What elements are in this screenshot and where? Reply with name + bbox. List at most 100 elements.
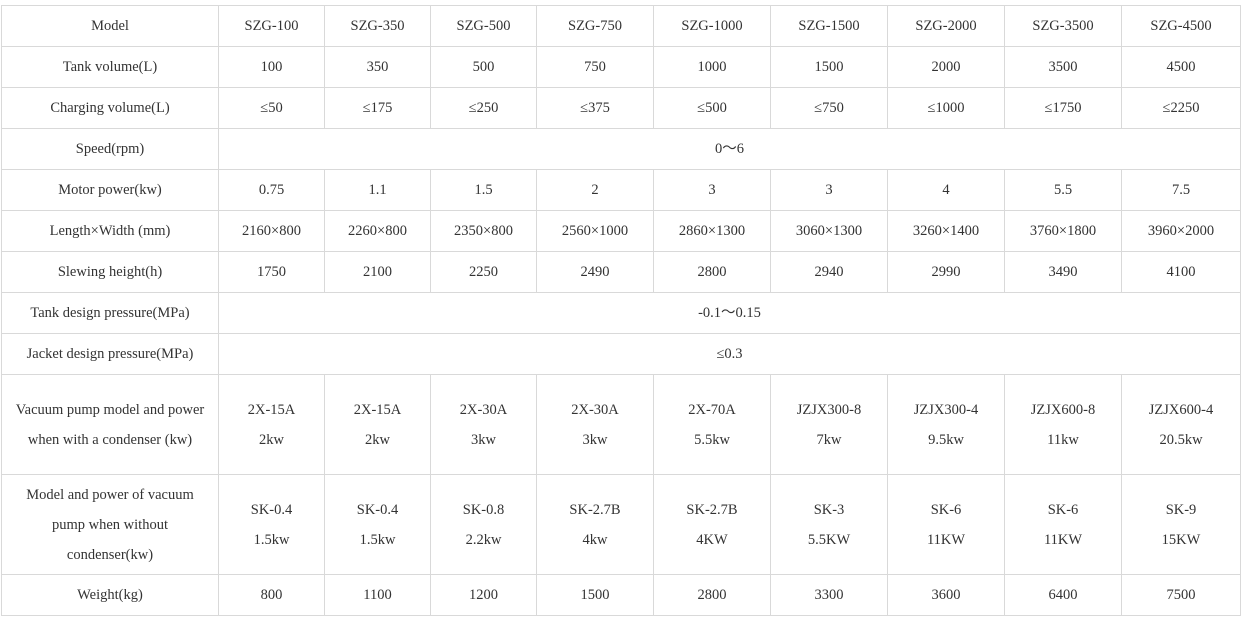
table-cell: SK-2.7B 4kw [536,474,654,575]
table-cell: 4100 [1121,251,1241,293]
row-label: Weight(kg) [1,574,219,616]
spec-table: Model SZG-100 SZG-350 SZG-500 SZG-750 SZ… [1,5,1241,616]
model-cell: SZG-1000 [653,5,771,47]
table-cell: 2260×800 [324,210,431,252]
table-cell: ≤2250 [1121,87,1241,129]
table-cell: 350 [324,46,431,88]
row-label: Charging volume(L) [1,87,219,129]
table-row: Weight(kg) 800 1100 1200 1500 2800 3300 … [1,574,1241,616]
pump-power: 20.5kw [1159,431,1203,448]
table-cell: 2X-30A 3kw [430,374,537,475]
header-label: Model [1,5,219,47]
row-label: Tank volume(L) [1,46,219,88]
table-cell: 2940 [770,251,888,293]
table-cell: 1200 [430,574,537,616]
pump-model: SK-3 [813,501,845,518]
table-cell: ≤500 [653,87,771,129]
model-cell: SZG-2000 [887,5,1005,47]
table-cell: 2000 [887,46,1005,88]
model-cell: SZG-100 [218,5,325,47]
table-cell: 3 [653,169,771,211]
table-row: Tank volume(L) 100 350 500 750 1000 1500… [1,46,1241,88]
pump-model: 2X-15A [353,401,402,418]
pump-power: 11KW [1043,531,1083,548]
table-cell: 2X-30A 3kw [536,374,654,475]
pump-power: 2kw [365,431,390,448]
pump-power: 11KW [926,531,966,548]
table-cell: 2X-70A 5.5kw [653,374,771,475]
table-cell: 3600 [887,574,1005,616]
pump-power: 11kw [1047,431,1079,448]
table-cell: 1.5 [430,169,537,211]
table-cell: JZJX600-8 11kw [1004,374,1122,475]
row-label: Model and power of vacuum pump when with… [1,474,219,575]
table-cell: 2100 [324,251,431,293]
table-row: Motor power(kw) 0.75 1.1 1.5 2 3 3 4 5.5… [1,169,1241,211]
pump-power: 2.2kw [465,531,502,548]
table-cell: SK-0.4 1.5kw [218,474,325,575]
pump-model: 2X-30A [459,401,508,418]
table-cell: 1500 [536,574,654,616]
table-row: Vacuum pump model and power when with a … [1,374,1241,475]
pump-power: 3kw [471,431,496,448]
model-cell: SZG-4500 [1121,5,1241,47]
pump-power: 1.5kw [253,531,290,548]
pump-power: 5.5kw [694,431,730,448]
table-cell: ≤175 [324,87,431,129]
header-row: Model SZG-100 SZG-350 SZG-500 SZG-750 SZ… [1,5,1241,47]
table-cell: 2800 [653,251,771,293]
table-row: Slewing height(h) 1750 2100 2250 2490 28… [1,251,1241,293]
pump-model: JZJX300-8 [796,401,862,418]
table-cell: SK-0.4 1.5kw [324,474,431,575]
table-cell: 2 [536,169,654,211]
table-row: Jacket design pressure(MPa) ≤0.3 [1,333,1241,375]
table-cell: 100 [218,46,325,88]
table-cell: 5.5 [1004,169,1122,211]
table-cell: ≤375 [536,87,654,129]
pump-model: SK-6 [930,501,962,518]
table-cell: 3760×1800 [1004,210,1122,252]
row-label: Length×Width (mm) [1,210,219,252]
pump-model: JZJX600-8 [1030,401,1096,418]
table-cell: 800 [218,574,325,616]
table-cell: 500 [430,46,537,88]
model-cell: SZG-750 [536,5,654,47]
table-cell: 2250 [430,251,537,293]
table-cell: 2990 [887,251,1005,293]
table-cell: ≤1750 [1004,87,1122,129]
table-cell: JZJX600-4 20.5kw [1121,374,1241,475]
table-cell: 3490 [1004,251,1122,293]
pump-model: 2X-70A [688,401,736,418]
table-cell: 2560×1000 [536,210,654,252]
table-cell: 3960×2000 [1121,210,1241,252]
table-cell: JZJX300-4 9.5kw [887,374,1005,475]
pump-model: SK-0.4 [250,501,293,518]
pump-power: 3kw [582,431,608,448]
table-row: Model and power of vacuum pump when with… [1,474,1241,575]
table-cell: 7500 [1121,574,1241,616]
pump-model: SK-6 [1047,501,1079,518]
table-cell: ≤750 [770,87,888,129]
spanning-cell: 0～6 [218,128,1241,170]
pump-model: JZJX600-4 [1148,401,1214,418]
row-label: Tank design pressure(MPa) [1,292,219,334]
table-cell: 750 [536,46,654,88]
pump-model: 2X-30A [571,401,619,418]
table-cell: 6400 [1004,574,1122,616]
table-row: Charging volume(L) ≤50 ≤175 ≤250 ≤375 ≤5… [1,87,1241,129]
table-row: Tank design pressure(MPa) -0.1～0.15 [1,292,1241,334]
table-cell: ≤250 [430,87,537,129]
table-cell: 1000 [653,46,771,88]
pump-model: JZJX300-4 [913,401,979,418]
table-cell: 1750 [218,251,325,293]
table-cell: 2350×800 [430,210,537,252]
table-cell: ≤1000 [887,87,1005,129]
row-label: Speed(rpm) [1,128,219,170]
spanning-cell: -0.1～0.15 [218,292,1241,334]
table-cell: SK-6 11KW [887,474,1005,575]
table-cell: JZJX300-8 7kw [770,374,888,475]
table-cell: 2490 [536,251,654,293]
model-cell: SZG-500 [430,5,537,47]
table-cell: SK-0.8 2.2kw [430,474,537,575]
pump-power: 7kw [816,431,842,448]
